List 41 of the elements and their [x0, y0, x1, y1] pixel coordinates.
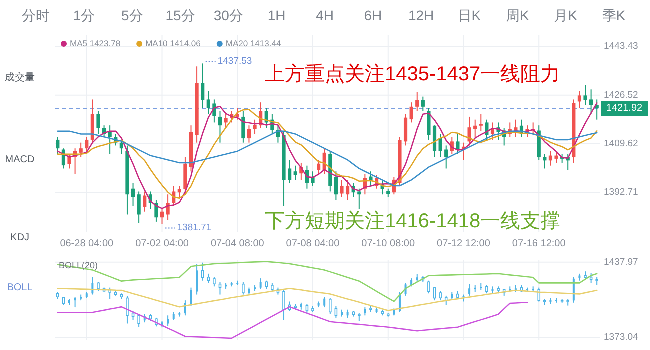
text: 周K: [506, 8, 530, 24]
note: 1381.71: [164, 222, 212, 234]
text: 月K: [554, 8, 578, 24]
x-tick-label: 06-28 04:00: [60, 238, 114, 250]
annotation: BOLL(20): [59, 260, 98, 270]
legend-item: MA5 1423.78: [61, 38, 121, 48]
y-tick-label: 1409.62: [604, 138, 638, 150]
text: BOLL: [7, 282, 34, 294]
annotation: 下方短期关注1416-1418一线支撑: [265, 209, 561, 232]
y-tick-label: 1437.97: [604, 256, 638, 268]
x-tick-label: 07-04 08:00: [210, 238, 265, 250]
ref-line-label: 1421.92: [606, 103, 644, 114]
x-tick-label: 07-02 04:00: [136, 238, 190, 250]
text: 4H: [316, 8, 334, 24]
y-tick-label: 1426.52: [604, 90, 638, 101]
text: 5分: [121, 8, 144, 24]
text: 1H: [268, 8, 286, 24]
text: 成交量: [5, 72, 35, 84]
legend-item: MA10 1414.06: [136, 38, 201, 48]
legend-item: MA20 1413.44: [216, 38, 282, 48]
x-tick-label: 07-08 04:00: [286, 238, 340, 250]
annotation: 上方重点关注1435-1437一线阻力: [265, 62, 561, 86]
text: 季K: [602, 8, 626, 24]
x-tick-label: 07-10 08:00: [362, 238, 416, 250]
text: 分时: [22, 8, 50, 24]
y-tick-label: 1373.04: [604, 332, 638, 344]
annotation: 1381.71: [177, 222, 212, 234]
text: MACD: [5, 154, 35, 166]
y-tick-label: 1443.43: [604, 41, 638, 52]
annotation: 1437.53: [218, 56, 252, 68]
text: 日K: [458, 8, 482, 24]
text: 30分: [214, 8, 244, 24]
x-tick-label: 07-16 12:00: [512, 238, 566, 250]
text: 15分: [166, 8, 196, 24]
text: 12H: [408, 8, 434, 24]
text: KDJ: [10, 232, 30, 244]
text: 6H: [364, 8, 382, 24]
text: 1分: [73, 8, 96, 24]
y-tick-label: 1392.71: [604, 187, 638, 198]
note: 1437.53: [205, 56, 252, 68]
x-tick-label: 07-12 12:00: [437, 238, 491, 250]
